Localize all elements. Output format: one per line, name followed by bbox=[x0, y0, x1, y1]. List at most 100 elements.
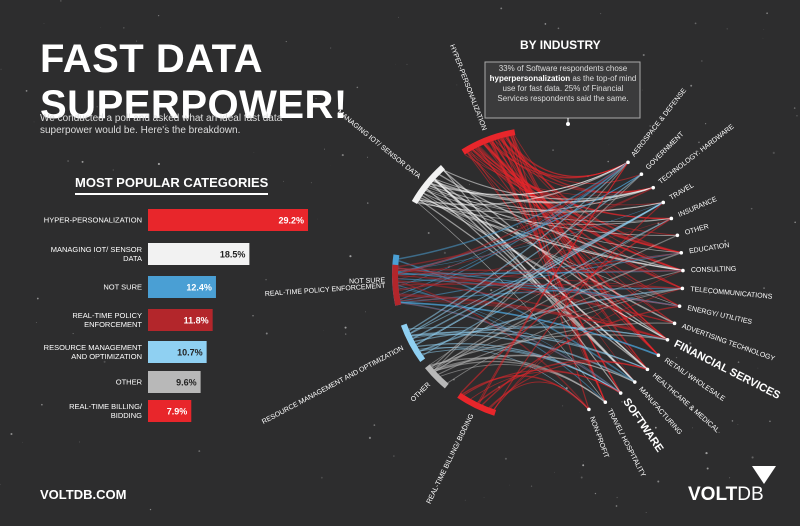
category-label: NOT SURE bbox=[103, 282, 142, 292]
star bbox=[504, 457, 507, 460]
star bbox=[157, 126, 160, 128]
arc-label: HYPER-PERSONALIZATION bbox=[448, 44, 487, 132]
industry-node bbox=[661, 200, 666, 205]
star bbox=[500, 7, 503, 10]
note: 33% of Software respondents chose hyperp… bbox=[488, 64, 638, 104]
industry-node bbox=[651, 185, 656, 190]
industry-node bbox=[618, 391, 623, 395]
chord bbox=[434, 288, 683, 371]
chord bbox=[434, 354, 636, 383]
star bbox=[583, 461, 584, 463]
chord bbox=[397, 187, 654, 280]
star bbox=[706, 467, 709, 470]
star bbox=[252, 315, 254, 317]
arc-label: MANAGING IOT/ SENSOR DATA bbox=[336, 109, 422, 181]
star bbox=[562, 405, 564, 407]
chord bbox=[468, 151, 678, 236]
footer-url: VOLTDB.COM bbox=[40, 487, 127, 502]
star bbox=[729, 477, 731, 479]
star bbox=[157, 15, 160, 17]
star bbox=[689, 342, 692, 345]
industry-label: TECHNOLOGY: HARDWARE bbox=[658, 123, 736, 186]
chord bbox=[434, 161, 629, 371]
star bbox=[709, 293, 711, 295]
chord bbox=[429, 185, 664, 212]
star bbox=[621, 401, 623, 403]
chord bbox=[411, 333, 636, 383]
title: FAST DATA SUPERPOWER! bbox=[40, 37, 348, 127]
star bbox=[750, 207, 753, 210]
industry-node bbox=[679, 250, 684, 255]
chord bbox=[410, 173, 642, 334]
star bbox=[530, 485, 533, 487]
star bbox=[544, 23, 547, 25]
star bbox=[349, 255, 352, 258]
value-label: 12.4% bbox=[186, 282, 212, 292]
subtitle: We conducted a poll and asked what an id… bbox=[40, 113, 283, 136]
category-arc bbox=[411, 165, 446, 205]
arc-label: REAL-TIME BILLING/ BIDDING bbox=[426, 413, 476, 505]
bar bbox=[148, 209, 309, 231]
star bbox=[393, 455, 395, 457]
chord bbox=[462, 375, 590, 410]
star bbox=[552, 149, 554, 151]
industry-label: NON-PROFIT bbox=[588, 416, 610, 460]
chord bbox=[460, 217, 672, 394]
industry-node bbox=[633, 380, 637, 384]
category-label: REAL-TIME BILLING/ BIDDING bbox=[69, 402, 142, 420]
chord bbox=[399, 161, 629, 296]
chord bbox=[411, 331, 648, 370]
chord bbox=[417, 187, 654, 213]
star bbox=[310, 182, 312, 184]
star bbox=[285, 41, 287, 43]
star bbox=[265, 278, 267, 281]
star bbox=[641, 89, 643, 91]
star bbox=[757, 367, 759, 369]
star bbox=[718, 431, 720, 433]
star bbox=[10, 432, 13, 436]
chord bbox=[428, 187, 672, 222]
star bbox=[456, 84, 458, 86]
star bbox=[0, 483, 1, 485]
industry-node bbox=[645, 367, 650, 372]
star bbox=[123, 27, 125, 29]
logo-text: DB bbox=[737, 484, 764, 505]
star bbox=[198, 450, 201, 453]
arc-label: OTHER bbox=[410, 381, 432, 403]
chord bbox=[398, 218, 672, 292]
star bbox=[135, 40, 137, 42]
industry-label: CONSULTING bbox=[691, 266, 737, 274]
star bbox=[265, 332, 268, 335]
star bbox=[406, 63, 408, 65]
chord bbox=[472, 149, 672, 220]
chord bbox=[477, 359, 648, 404]
chord bbox=[398, 280, 668, 341]
star bbox=[751, 456, 754, 459]
bar bbox=[148, 371, 201, 393]
star bbox=[705, 451, 708, 455]
star bbox=[607, 160, 609, 163]
chord bbox=[398, 269, 683, 289]
star bbox=[461, 426, 463, 428]
star bbox=[731, 420, 734, 422]
star bbox=[766, 12, 768, 15]
chord bbox=[398, 186, 654, 268]
chord bbox=[410, 202, 664, 334]
star bbox=[580, 476, 583, 479]
category-label: REAL-TIME POLICY ENFORCEMENT bbox=[72, 311, 142, 329]
star bbox=[724, 239, 727, 242]
star bbox=[464, 499, 466, 501]
value-label: 9.6% bbox=[176, 377, 197, 387]
star bbox=[72, 333, 74, 335]
star bbox=[705, 123, 707, 125]
chord bbox=[400, 287, 683, 304]
star bbox=[796, 114, 798, 117]
industry-node bbox=[603, 400, 608, 405]
chords bbox=[397, 135, 684, 410]
chord bbox=[397, 173, 642, 273]
chord bbox=[399, 298, 668, 341]
star bbox=[0, 68, 2, 70]
chord bbox=[493, 270, 684, 410]
value-label: 11.8% bbox=[184, 315, 209, 325]
